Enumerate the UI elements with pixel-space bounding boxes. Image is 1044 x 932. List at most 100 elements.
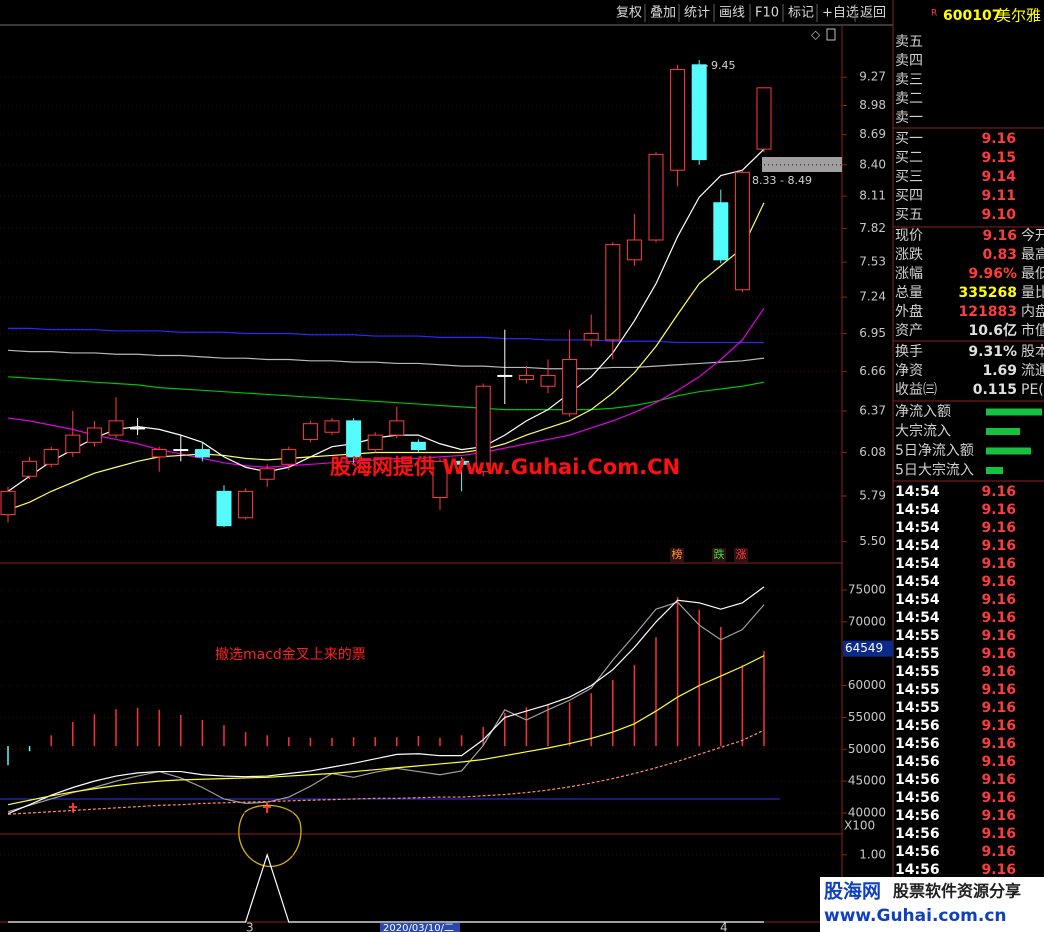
trade-price: 9.16: [981, 610, 1016, 626]
toolbar-button[interactable]: +自选: [822, 6, 859, 21]
candle-body: [562, 358, 578, 415]
toolbar-button[interactable]: 复权: [616, 5, 642, 21]
trade-time: 14:54: [895, 520, 940, 536]
quote-value: 9.96%: [968, 266, 1017, 282]
toolbar-button[interactable]: F10: [755, 6, 779, 21]
high-label: 9.45: [711, 59, 736, 72]
candle-body: [0, 490, 16, 516]
flow-label: 5日净流入额: [895, 443, 974, 459]
indicator-line: [7, 586, 765, 815]
quote-label: 涨跌: [895, 247, 923, 263]
candle-body: [173, 449, 189, 452]
quote-value: 1.69: [982, 363, 1017, 379]
signal-arrow: [263, 803, 271, 813]
date-label: 2020/03/10/二: [383, 923, 454, 932]
trade-time: 14:54: [895, 556, 940, 572]
event-marker[interactable]: [670, 548, 684, 562]
quote-label: PE(动): [1021, 382, 1044, 398]
trade-price: 9.16: [981, 844, 1016, 860]
flow-bar: [986, 428, 1020, 435]
y-tick-label: 8.40: [859, 157, 886, 171]
event-marker-label[interactable]: 跌: [714, 547, 725, 561]
y-tick-label: 6.95: [859, 326, 886, 340]
candle-body: [432, 460, 448, 499]
date-label: 3: [246, 921, 254, 932]
trade-time: 14:54: [895, 538, 940, 554]
quote-label: 股本: [1021, 344, 1044, 360]
event-marker-label[interactable]: 榜: [672, 547, 683, 561]
y-tick-label: 50000: [848, 742, 886, 756]
hand-circle: [238, 804, 302, 867]
trade-time: 14:54: [895, 610, 940, 626]
candle-body: [216, 490, 232, 527]
banner-brand: 股海网: [824, 880, 881, 903]
toolbar-button[interactable]: 标记: [788, 6, 814, 21]
event-marker[interactable]: [734, 548, 748, 562]
candle-body: [540, 374, 556, 387]
indicator-line: [8, 852, 764, 923]
icon[interactable]: ◇: [811, 28, 821, 42]
trade-price: 9.16: [981, 700, 1016, 716]
indicator-line: [7, 601, 765, 813]
cursor-label: 64549: [845, 641, 883, 655]
indicator-line: [7, 349, 765, 370]
y-tick-label: 7.82: [859, 221, 886, 235]
flow-bar: [986, 408, 1042, 416]
trade-price: 9.16: [981, 574, 1016, 590]
candle-body: [605, 244, 621, 341]
event-marker[interactable]: [712, 548, 726, 562]
trade-price: 9.16: [981, 538, 1016, 554]
candle-body: [454, 460, 470, 465]
candle-body: [259, 468, 275, 480]
sell-label: 卖二: [895, 91, 923, 107]
banner: [820, 877, 1044, 932]
candle-body: [410, 441, 426, 451]
y-tick-label: 60000: [848, 678, 886, 692]
trade-time: 14:54: [895, 592, 940, 608]
date-label: 4: [720, 921, 728, 932]
y-tick-label: 40000: [848, 805, 886, 819]
y-tick-label: 55000: [848, 710, 886, 724]
quote-value: 0.115: [973, 382, 1017, 398]
quote-label: 涨幅: [895, 266, 923, 282]
quote-label: 流通: [1021, 363, 1044, 379]
trade-time: 14:56: [895, 754, 940, 770]
buy-label: 买二: [895, 150, 923, 166]
buy-label: 买三: [895, 169, 923, 185]
candle-body: [713, 202, 729, 261]
quote-label: 净资: [895, 363, 923, 379]
indicator-line: [8, 327, 764, 344]
buy-price: 9.10: [981, 207, 1016, 223]
flow-label: 5日大宗流入: [895, 463, 974, 479]
y-tick-label: 8.69: [859, 127, 886, 141]
buy-label: 买五: [895, 207, 923, 223]
y-tick-label: 75000: [848, 583, 886, 597]
y-tick-label: 6.37: [859, 404, 886, 418]
icon[interactable]: [826, 28, 836, 41]
price-marker: [762, 157, 842, 172]
note: 撤选macd金叉上来的票: [215, 647, 366, 663]
trade-price: 9.16: [981, 484, 1016, 500]
scale-label: X100: [844, 819, 875, 833]
buy-price: 9.11: [981, 188, 1016, 204]
toolbar-button[interactable]: 统计: [684, 6, 710, 21]
quote-label: 量比: [1021, 285, 1044, 301]
quote-value: 121883: [959, 304, 1017, 320]
quote-label: 市值: [1021, 322, 1044, 339]
banner-url: www.Guhai.com.cn: [824, 906, 1007, 926]
toolbar-button[interactable]: 画线: [719, 6, 745, 21]
indicator-line: [7, 655, 765, 806]
quote-label: 收益㈢: [895, 382, 937, 398]
trade-time: 14:56: [895, 808, 940, 824]
trade-price: 9.16: [981, 718, 1016, 734]
candle-body: [108, 420, 124, 436]
candle-body: [648, 153, 664, 241]
flow-bar: [986, 467, 1003, 474]
trade-price: 9.16: [981, 790, 1016, 806]
event-marker-label[interactable]: 涨: [736, 548, 747, 561]
toolbar-button[interactable]: 叠加: [650, 6, 676, 21]
sell-label: 卖三: [895, 72, 923, 88]
y-tick-label: 6.66: [859, 364, 886, 378]
toolbar-button[interactable]: 返回: [860, 6, 886, 21]
